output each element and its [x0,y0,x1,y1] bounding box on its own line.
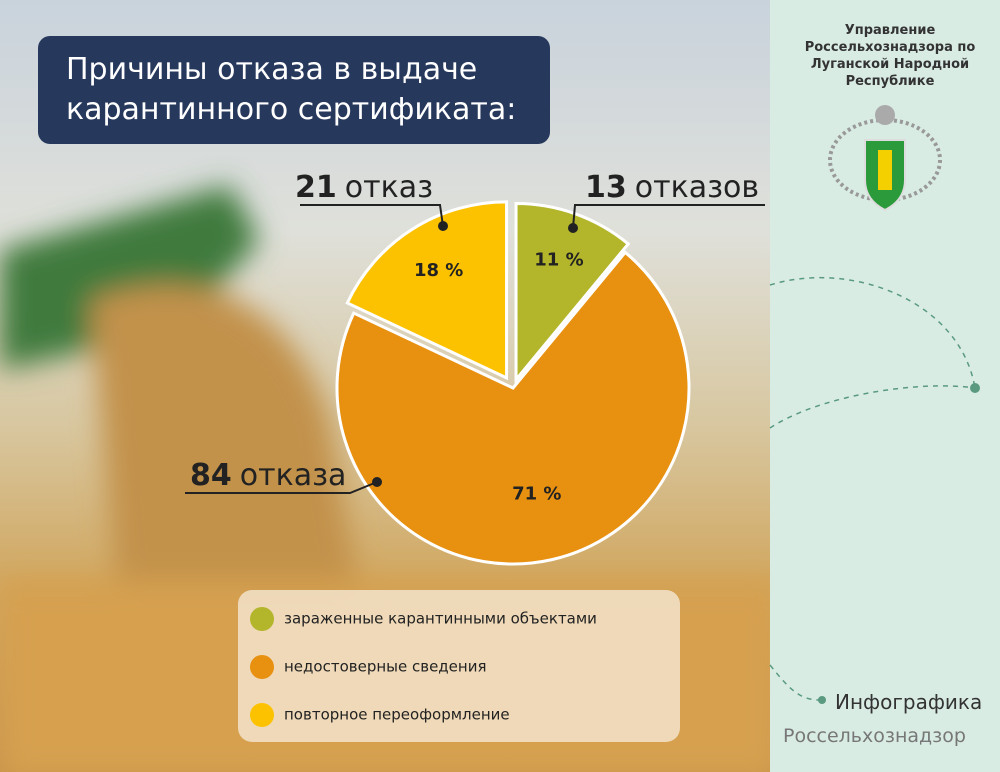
callout-dot [438,221,448,231]
value-label: 71 % [512,483,561,504]
count: 84 [190,458,232,493]
legend-swatch [250,607,274,631]
callout: 84 отказа [190,458,346,493]
callout-dot [372,477,382,487]
count-unit: отказа [240,458,347,493]
legend-label: недостоверные сведения [284,658,486,676]
decor-dot [818,696,826,704]
legend-swatch [250,655,274,679]
legend-box [238,590,680,742]
value-label: 18 % [414,260,463,281]
pie-slice [345,200,509,381]
count: 21 [295,170,337,205]
count-unit: отказ [345,170,433,205]
callout-line [572,204,765,229]
side-panel [770,0,1000,772]
count-unit: отказов [635,170,759,205]
count: 13 [585,170,627,205]
decor-line [769,277,976,701]
legend-label: зараженные карантинными объектами [284,610,597,628]
legend-swatch [250,703,274,727]
callout-line [300,204,444,227]
legend-label: повторное переоформление [284,706,510,724]
chart-title: Причины отказа в выдаче карантинного сер… [38,36,550,144]
pie-slice [335,250,691,566]
footer-source: Россельхознадзор [783,725,966,747]
footer-label: Инфографика [835,690,983,714]
emblem [828,105,942,212]
callout: 21 отказ [295,170,433,205]
org-name: Управление Россельхознадзора по Луганско… [804,23,976,89]
decor-dot [970,383,980,393]
value-label: 11 % [534,249,583,270]
callout-line [185,481,378,494]
callout: 13 отказов [585,170,759,205]
pie-slice [514,202,631,384]
callout-dot [568,223,578,233]
